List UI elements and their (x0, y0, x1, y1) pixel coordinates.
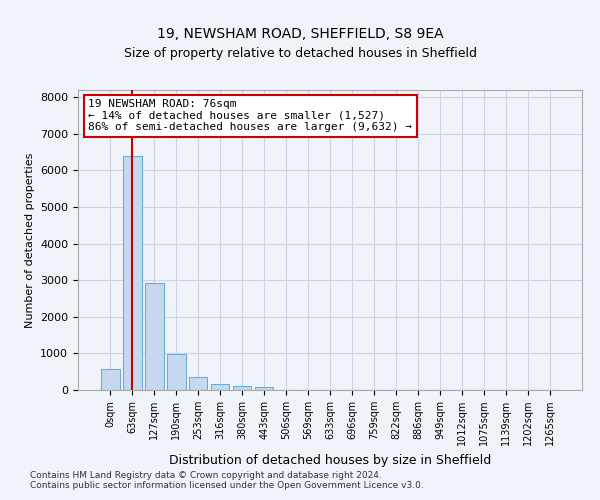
Bar (145, 283, 164, 390)
Bar (233, 386, 251, 390)
Text: Contains HM Land Registry data © Crown copyright and database right 2024.
Contai: Contains HM Land Registry data © Crown c… (30, 470, 424, 490)
Y-axis label: Number of detached properties: Number of detached properties (25, 152, 35, 328)
Bar (123, 156, 142, 390)
X-axis label: Distribution of detached houses by size in Sheffield: Distribution of detached houses by size … (169, 454, 491, 466)
Bar (211, 384, 229, 390)
Text: 19, NEWSHAM ROAD, SHEFFIELD, S8 9EA: 19, NEWSHAM ROAD, SHEFFIELD, S8 9EA (157, 28, 443, 42)
Bar (255, 388, 274, 390)
Bar (189, 377, 208, 390)
Bar (101, 369, 119, 390)
Text: Size of property relative to detached houses in Sheffield: Size of property relative to detached ho… (124, 48, 476, 60)
Text: 19 NEWSHAM ROAD: 76sqm
← 14% of detached houses are smaller (1,527)
86% of semi-: 19 NEWSHAM ROAD: 76sqm ← 14% of detached… (88, 99, 412, 132)
Bar (167, 354, 185, 390)
